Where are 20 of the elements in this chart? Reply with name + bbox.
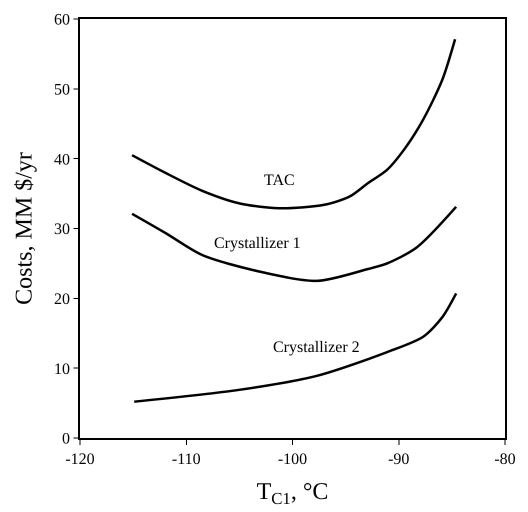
series-label: TAC [264, 172, 295, 189]
y-tick-label: 60 [54, 12, 70, 29]
y-tick-label: 50 [54, 81, 70, 98]
y-tick-label: 40 [54, 151, 70, 168]
y-tick-label: 0 [62, 430, 70, 448]
x-tick-label: -100 [278, 450, 308, 468]
x-tick-label: -110 [172, 450, 201, 468]
y-tick-label: 20 [54, 290, 70, 308]
y-tick-label: 10 [54, 360, 70, 378]
line-series [130, 38, 456, 210]
x-axis-title: T$_{C1}$, °C [256, 478, 328, 508]
line-series [132, 292, 458, 403]
y-tick-label: 30 [54, 221, 70, 238]
line-series [130, 206, 458, 282]
x-tick-label: -90 [388, 450, 410, 468]
series-label: Crystallizer 1 [214, 235, 301, 252]
x-tick-label: -80 [494, 450, 516, 468]
y-axis-title: Costs, MM $/yr [12, 152, 38, 305]
series-label: Crystallizer 2 [273, 339, 360, 356]
x-tick-label: -120 [65, 450, 95, 468]
